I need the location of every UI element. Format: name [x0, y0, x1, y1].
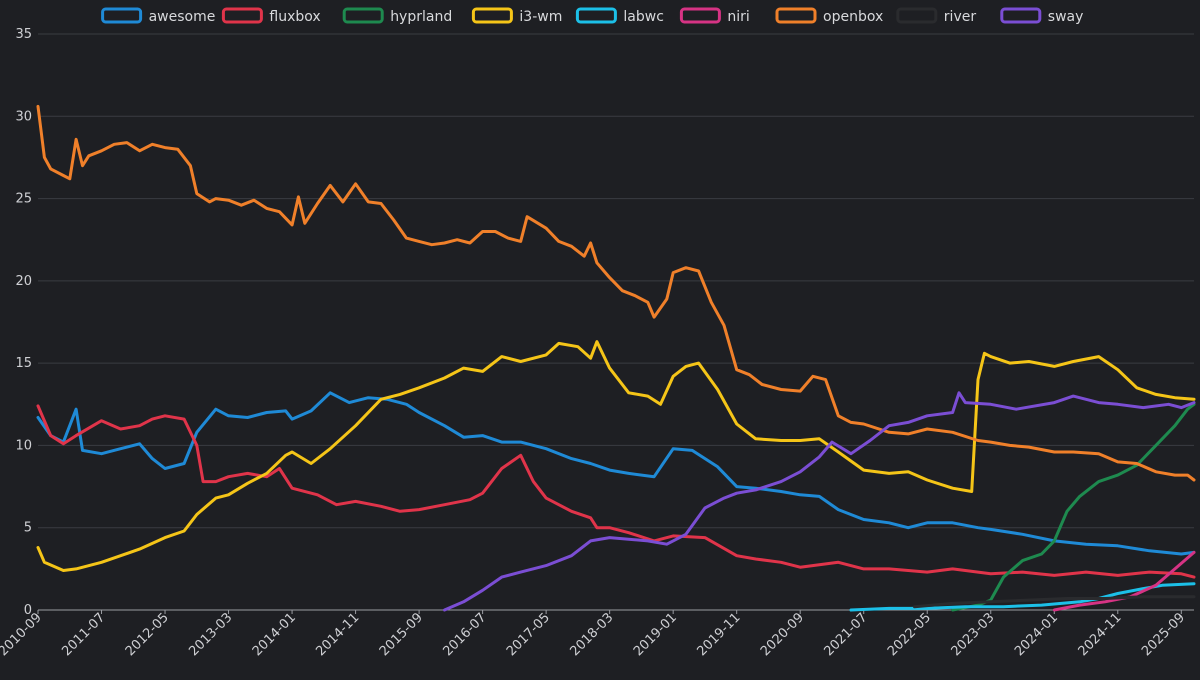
legend-swatch	[471, 7, 513, 24]
series-line-i3-wm	[36, 340, 1196, 572]
y-tick-label: 0	[24, 603, 32, 618]
legend-swatch	[679, 7, 721, 24]
legend-swatch	[1000, 7, 1042, 24]
legend-swatch	[775, 7, 817, 24]
x-tick-label: 2024-01	[1012, 610, 1061, 659]
x-tick-label: 2012-05	[123, 610, 172, 659]
y-axis: 0 5 10 15 20 25 30 35	[15, 27, 32, 618]
legend-label: hyprland	[390, 9, 452, 25]
x-tick-label: 2017-05	[504, 610, 553, 659]
legend-label: river	[944, 9, 977, 25]
legend-label: sway	[1048, 9, 1084, 25]
x-tick-label: 2022-05	[885, 610, 934, 659]
legend-label: niri	[727, 9, 749, 25]
x-tick-label: 2013-03	[186, 610, 235, 659]
series-line-sway	[443, 391, 1196, 612]
x-tick-label: 2014-01	[250, 610, 299, 659]
legend-swatch	[896, 7, 938, 24]
x-tick-label: 2021-07	[822, 610, 871, 659]
x-tick-label: 2020-09	[758, 610, 807, 659]
legend-label: awesome	[149, 9, 216, 25]
y-tick-label: 5	[24, 521, 32, 536]
y-tick-label: 15	[15, 356, 32, 371]
legend-item-sway[interactable]: sway	[1000, 7, 1084, 25]
x-tick-label: 2019-11	[694, 610, 743, 659]
grid-lines	[38, 33, 1194, 529]
legend-label: fluxbox	[269, 9, 320, 25]
y-tick-label: 35	[15, 27, 32, 42]
legend-item-river[interactable]: river	[896, 7, 977, 25]
legend-label: i3-wm	[519, 9, 562, 25]
x-tick-label: 2018-03	[567, 610, 616, 659]
legend-item-fluxbox[interactable]: fluxbox	[221, 7, 321, 25]
y-tick-label: 20	[15, 274, 32, 289]
legend-item-labwc[interactable]: labwc	[575, 7, 664, 25]
series-line-fluxbox	[36, 404, 1196, 579]
x-tick-label: 2019-01	[631, 610, 680, 659]
x-tick-label: 2016-07	[440, 610, 489, 659]
x-tick-label: 2025-09	[1139, 610, 1188, 659]
legend-swatch	[221, 7, 263, 24]
legend-item-openbox[interactable]: openbox	[775, 7, 883, 25]
y-tick-label: 25	[15, 192, 32, 207]
legend[interactable]: awesome fluxbox hyprland i3-wm labwc niri open…	[101, 7, 1084, 25]
series-line-awesome	[36, 391, 1196, 556]
series-line-hyprland	[951, 402, 1196, 612]
x-tick-label: 2014-11	[313, 610, 362, 659]
x-tick-label: 2023-03	[949, 610, 998, 659]
legend-swatch	[342, 7, 384, 24]
series-group	[36, 104, 1196, 612]
x-tick-label: 2024-11	[1076, 610, 1125, 659]
y-tick-label: 30	[15, 109, 32, 124]
legend-label: labwc	[623, 9, 664, 25]
legend-item-awesome[interactable]: awesome	[101, 7, 216, 25]
legend-item-hyprland[interactable]: hyprland	[342, 7, 452, 25]
x-axis: 2010-09 2011-07 2012-05 2013-03 2014-01 2014-…	[0, 609, 1194, 659]
legend-item-i3-wm[interactable]: i3-wm	[471, 7, 562, 25]
legend-item-niri[interactable]: niri	[679, 7, 750, 25]
y-tick-label: 10	[15, 438, 32, 453]
legend-swatch	[101, 7, 143, 24]
x-tick-label: 2015-09	[377, 610, 426, 659]
legend-label: openbox	[823, 9, 883, 25]
legend-swatch	[575, 7, 617, 24]
x-tick-label: 2010-09	[0, 610, 45, 659]
series-line-openbox	[36, 104, 1196, 482]
series-line-river	[913, 595, 1196, 609]
x-tick-label: 2011-07	[59, 610, 108, 659]
